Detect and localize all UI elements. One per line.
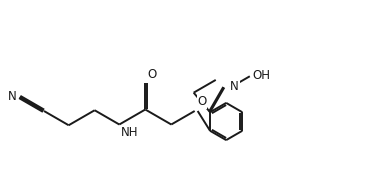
Text: OH: OH: [253, 69, 271, 82]
Text: NH: NH: [121, 126, 139, 138]
Text: O: O: [148, 68, 157, 81]
Text: O: O: [197, 95, 206, 108]
Text: N: N: [8, 89, 17, 103]
Text: N: N: [230, 80, 239, 93]
